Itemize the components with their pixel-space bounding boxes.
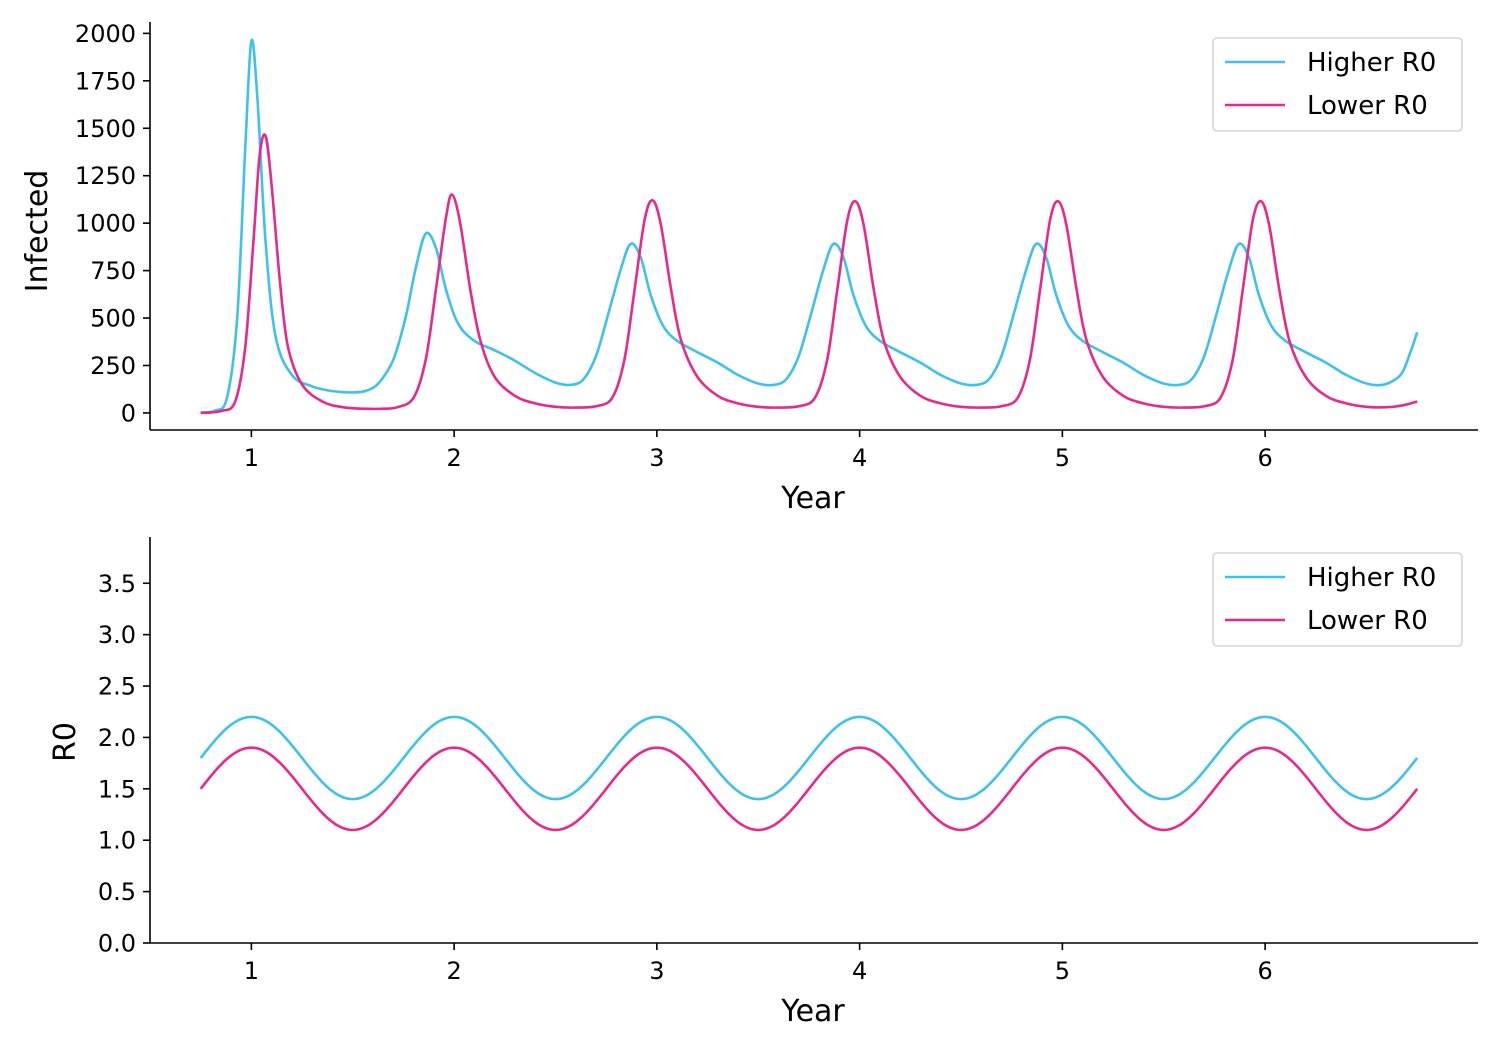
r0-x-tick-label: 1 bbox=[244, 957, 259, 985]
infected-y-axis-label: Infected bbox=[20, 170, 55, 293]
r0-y-tick-label: 3.5 bbox=[98, 570, 136, 598]
r0-y-tick-label: 0.0 bbox=[98, 930, 136, 958]
r0-x-axis-label: Year bbox=[780, 994, 845, 1029]
infected-x-tick-label: 2 bbox=[446, 444, 461, 472]
infected-y-tick-label: 750 bbox=[90, 257, 136, 285]
r0-y-tick-label: 2.5 bbox=[98, 673, 136, 701]
infected-y-tick-label: 1500 bbox=[75, 115, 136, 143]
infected-y-tick-label: 1250 bbox=[75, 162, 136, 190]
infected-plot-area bbox=[200, 38, 1419, 415]
infected-y-tick-label: 250 bbox=[90, 352, 136, 380]
r0-y-tick-label: 2.0 bbox=[98, 724, 136, 752]
infected-y-tick-label: 2000 bbox=[75, 20, 136, 48]
r0-y-axis-label: R0 bbox=[48, 722, 83, 762]
infected-axes-spines bbox=[149, 22, 1478, 431]
r0-y-tick-label: 3.0 bbox=[98, 621, 136, 649]
infected-x-tick-label: 4 bbox=[852, 444, 867, 472]
infected-legend-label-lower-r0: Lower R0 bbox=[1307, 91, 1428, 121]
r0-y-ticks: 0.0 0.5 1.0 1.5 2.0 2.5 3.0 3.5 bbox=[98, 570, 150, 958]
infected-x-tick-label: 1 bbox=[244, 444, 259, 472]
infected-series-higher-r0-line bbox=[200, 38, 1419, 414]
r0-y-tick-label: 1.0 bbox=[98, 827, 136, 855]
infected-x-axis-label: Year bbox=[780, 481, 845, 516]
infected-y-tick-label: 1000 bbox=[75, 210, 136, 238]
r0-axes-spines bbox=[149, 537, 1478, 944]
infected-y-tick-label: 1750 bbox=[75, 67, 136, 95]
infected-panel: 1 2 3 4 5 6 0 250 500 750 1000 1250 1500 1750 2000 Ye… bbox=[20, 20, 1478, 516]
infected-x-tick-label: 5 bbox=[1055, 444, 1070, 472]
r0-x-tick-label: 5 bbox=[1055, 957, 1070, 985]
infected-y-ticks: 0 250 500 750 1000 1250 1500 1750 2000 bbox=[75, 20, 150, 427]
infected-x-tick-label: 3 bbox=[649, 444, 664, 472]
infected-series-lower-r0-line bbox=[200, 133, 1418, 415]
r0-series-higher-r0-line bbox=[199, 715, 1419, 801]
r0-legend-label-lower-r0: Lower R0 bbox=[1307, 606, 1428, 636]
infected-x-ticks: 1 2 3 4 5 6 bbox=[244, 430, 1273, 472]
r0-legend: Higher R0 Lower R0 bbox=[1212, 552, 1463, 647]
r0-plot-area bbox=[199, 715, 1419, 832]
r0-x-tick-label: 6 bbox=[1257, 957, 1272, 985]
infected-legend: Higher R0 Lower R0 bbox=[1212, 37, 1463, 132]
infected-y-tick-label: 500 bbox=[90, 305, 136, 333]
r0-y-tick-label: 1.5 bbox=[98, 775, 136, 803]
r0-legend-label-higher-r0: Higher R0 bbox=[1307, 563, 1436, 593]
infected-legend-label-higher-r0: Higher R0 bbox=[1307, 48, 1436, 78]
r0-series-lower-r0-line bbox=[199, 746, 1419, 832]
infected-x-tick-label: 6 bbox=[1257, 444, 1272, 472]
r0-x-tick-label: 4 bbox=[852, 957, 867, 985]
r0-x-tick-label: 3 bbox=[649, 957, 664, 985]
r0-x-tick-label: 2 bbox=[446, 957, 461, 985]
r0-y-tick-label: 0.5 bbox=[98, 878, 136, 906]
r0-x-ticks: 1 2 3 4 5 6 bbox=[244, 943, 1273, 985]
infected-y-tick-label: 0 bbox=[121, 399, 136, 427]
